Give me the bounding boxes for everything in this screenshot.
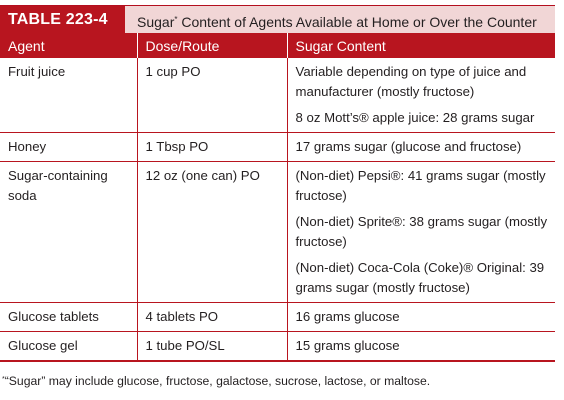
footnote-mark: * [2, 376, 5, 383]
sugar-content-table: Agent Dose/Route Sugar Content Fruit jui… [0, 33, 555, 362]
content-paragraph: (Non-diet) Coca-Cola (Coke)® Original: 3… [295, 260, 545, 295]
content-paragraph: 8 oz Mott’s® apple juice: 28 grams sugar [295, 110, 535, 125]
caption-pre: Sugar [137, 14, 175, 30]
footnote-text: “Sugar” may include glucose, fructose, g… [4, 374, 431, 388]
column-header-sugar-content: Sugar Content [287, 33, 555, 58]
caption-footnote-mark: * [174, 15, 178, 24]
agent-cell: Sugar-containing soda [0, 161, 138, 303]
dose-cell: 12 oz (one can) PO [137, 161, 288, 303]
caption-post: Content of Agents Available at Home or O… [177, 14, 537, 30]
sugar-content-cell: Variable depending on type of juice and … [287, 58, 555, 133]
sugar-content-cell: 17 grams sugar (glucose and fructose) [287, 132, 555, 162]
dose-cell: 4 tablets PO [137, 302, 288, 332]
dose-cell: 1 Tbsp PO [137, 132, 288, 162]
content-paragraph: (Non-diet) Pepsi®: 41 grams sugar (mostl… [295, 168, 546, 203]
content-paragraph: (Non-diet) Sprite®: 38 grams sugar (most… [295, 214, 548, 249]
table-row: Honey 1 Tbsp PO 17 grams sugar (glucose … [0, 132, 555, 162]
column-header-dose-route: Dose/Route [137, 33, 288, 58]
sugar-content-cell: (Non-diet) Pepsi®: 41 grams sugar (mostl… [287, 161, 555, 303]
table-row: Glucose gel 1 tube PO/SL 15 grams glucos… [0, 331, 555, 362]
table-row: Sugar-containing soda 12 oz (one can) PO… [0, 161, 555, 303]
agent-cell: Honey [0, 132, 138, 162]
agent-cell: Glucose tablets [0, 302, 138, 332]
sugar-content-cell: 16 grams glucose [287, 302, 555, 332]
content-paragraph: 16 grams glucose [295, 309, 400, 324]
content-paragraph: 17 grams sugar (glucose and fructose) [295, 139, 522, 154]
table-title-bar: TABLE 223-4 Sugar* Content of Agents Ava… [0, 5, 555, 33]
table-caption: Sugar* Content of Agents Available at Ho… [137, 6, 537, 36]
table-container: TABLE 223-4 Sugar* Content of Agents Ava… [0, 5, 555, 362]
table-footnote: *“Sugar” may include glucose, fructose, … [2, 374, 430, 388]
dose-cell: 1 tube PO/SL [137, 331, 288, 362]
dose-cell: 1 cup PO [137, 58, 288, 133]
sugar-content-cell: 15 grams glucose [287, 331, 555, 362]
table-number-label: TABLE 223-4 [0, 6, 125, 33]
column-header-agent: Agent [0, 33, 138, 58]
agent-cell: Glucose gel [0, 331, 138, 362]
content-paragraph: 15 grams glucose [295, 338, 400, 353]
header-row: Agent Dose/Route Sugar Content [0, 33, 555, 58]
content-paragraph: Variable depending on type of juice and … [295, 64, 527, 99]
table-row: Fruit juice 1 cup PO Variable depending … [0, 58, 555, 133]
table-row: Glucose tablets 4 tablets PO 16 grams gl… [0, 302, 555, 332]
agent-cell: Fruit juice [0, 58, 138, 133]
